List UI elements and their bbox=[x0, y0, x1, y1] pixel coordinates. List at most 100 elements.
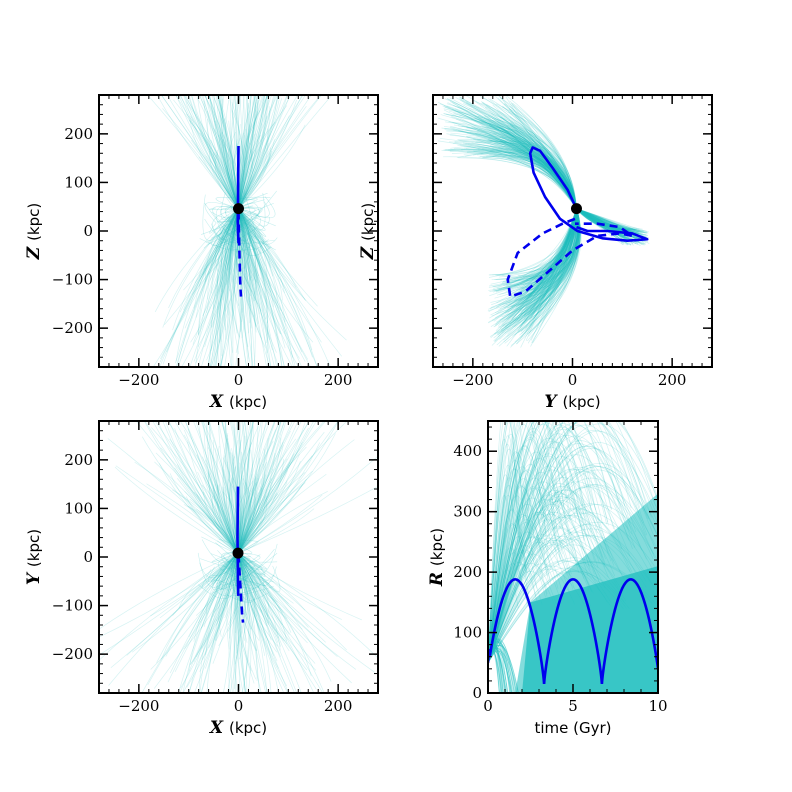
trajectory bbox=[518, 208, 581, 316]
trajectory bbox=[224, 438, 239, 554]
trajectory bbox=[237, 552, 347, 651]
trajectory bbox=[488, 431, 561, 663]
trajectory bbox=[238, 208, 285, 367]
trajectory bbox=[238, 208, 322, 343]
trajectory bbox=[520, 208, 580, 338]
trajectory bbox=[238, 95, 266, 209]
trajectory bbox=[219, 95, 239, 209]
trajectory bbox=[238, 208, 257, 326]
trajectory bbox=[233, 553, 250, 595]
trajectory bbox=[238, 95, 259, 209]
trajectory bbox=[488, 421, 626, 663]
trajectory bbox=[238, 95, 259, 209]
trajectory bbox=[205, 459, 239, 554]
trajectory bbox=[458, 140, 577, 209]
trajectory bbox=[209, 208, 239, 367]
trajectory bbox=[237, 474, 258, 554]
trajectory bbox=[238, 148, 253, 209]
trajectory bbox=[238, 95, 279, 209]
trajectory bbox=[237, 421, 302, 554]
trajectory bbox=[180, 95, 239, 209]
trajectory bbox=[238, 208, 253, 367]
trajectory bbox=[576, 208, 643, 235]
trajectory bbox=[488, 208, 577, 291]
trajectory bbox=[491, 208, 577, 346]
trajectory bbox=[457, 138, 577, 209]
trajectory bbox=[212, 208, 239, 328]
x-tick-label: −200 bbox=[118, 371, 159, 389]
trajectory bbox=[238, 106, 270, 209]
trajectory bbox=[488, 501, 599, 663]
trajectory bbox=[182, 552, 239, 693]
trajectory bbox=[230, 95, 239, 209]
trajectory bbox=[201, 421, 239, 554]
trajectory bbox=[238, 95, 256, 209]
trajectory bbox=[237, 481, 272, 554]
trajectory bbox=[237, 552, 308, 644]
trajectory bbox=[162, 108, 239, 209]
trajectory bbox=[233, 553, 239, 693]
trajectory bbox=[530, 208, 577, 341]
orbit-lines bbox=[506, 146, 649, 298]
trajectory bbox=[475, 101, 577, 209]
trajectory bbox=[237, 421, 276, 554]
trajectory bbox=[576, 208, 646, 245]
trajectory bbox=[509, 208, 578, 325]
trajectory bbox=[473, 139, 577, 209]
trajectory bbox=[238, 128, 269, 209]
trajectory bbox=[517, 208, 577, 333]
trajectory bbox=[488, 421, 650, 663]
trajectory bbox=[488, 534, 575, 663]
trajectory bbox=[203, 552, 239, 627]
trajectory bbox=[488, 519, 585, 663]
trajectory bbox=[227, 553, 244, 632]
trajectory bbox=[237, 421, 254, 554]
trajectory bbox=[178, 552, 239, 609]
x-axis-label: time (Gyr) bbox=[534, 719, 611, 737]
trajectory bbox=[238, 95, 270, 209]
trajectory bbox=[488, 426, 608, 663]
trajectory bbox=[201, 552, 239, 589]
trajectory bbox=[514, 208, 581, 343]
trajectory bbox=[224, 421, 239, 554]
trajectory bbox=[197, 208, 239, 367]
trajectory bbox=[160, 447, 239, 554]
trajectory bbox=[576, 208, 642, 233]
trajectory bbox=[237, 456, 378, 554]
trajectory bbox=[221, 552, 240, 591]
trajectory bbox=[488, 421, 592, 663]
trajectory bbox=[237, 448, 266, 554]
trajectory bbox=[237, 478, 251, 554]
trajectory bbox=[488, 421, 587, 663]
trajectory bbox=[515, 208, 577, 308]
trajectory bbox=[514, 208, 580, 335]
y-tick-label: −100 bbox=[52, 597, 93, 615]
trajectory bbox=[576, 208, 640, 231]
trajectory bbox=[208, 95, 239, 209]
trajectory bbox=[484, 115, 577, 209]
trajectory bbox=[196, 454, 239, 554]
trajectory bbox=[204, 95, 239, 209]
trajectory bbox=[488, 509, 527, 663]
trajectory bbox=[238, 208, 269, 245]
trajectory bbox=[238, 208, 278, 304]
trajectory bbox=[496, 208, 580, 323]
trajectory bbox=[230, 421, 241, 554]
trajectory bbox=[488, 458, 571, 663]
trajectory bbox=[150, 552, 239, 670]
trajectory bbox=[488, 485, 654, 663]
trajectory bbox=[238, 95, 276, 209]
trajectory bbox=[238, 101, 257, 209]
trajectory bbox=[493, 208, 577, 289]
trajectory bbox=[494, 208, 580, 342]
trajectory bbox=[504, 208, 577, 314]
trajectory bbox=[488, 421, 641, 663]
trajectory bbox=[488, 523, 527, 663]
trajectory bbox=[456, 151, 577, 209]
trajectory bbox=[237, 421, 242, 554]
y-axis-variable: R bbox=[427, 566, 447, 587]
trajectory bbox=[218, 552, 239, 637]
trajectory bbox=[466, 102, 577, 209]
orbit-lines bbox=[488, 578, 658, 685]
trajectory bbox=[488, 535, 606, 663]
